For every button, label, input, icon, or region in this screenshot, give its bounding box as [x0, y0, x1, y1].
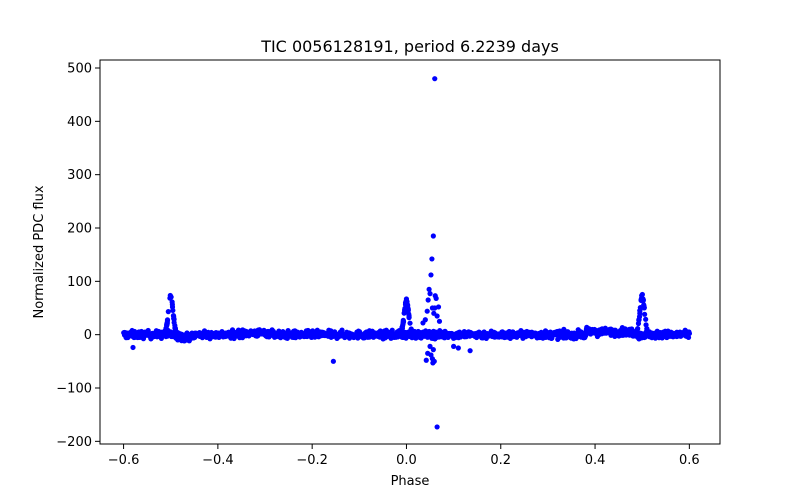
- primary-peak-left-point: [172, 322, 178, 329]
- primary-peak-left-point: [177, 331, 183, 338]
- x-tick-label: 0.4: [585, 453, 606, 468]
- y-tick-label: −200: [56, 435, 92, 450]
- outlier-point: [130, 344, 136, 351]
- primary-peak-left-point: [159, 332, 165, 338]
- outlier-point: [427, 343, 433, 349]
- primary-peak-right-point: [637, 307, 643, 314]
- outlier-point: [434, 313, 440, 319]
- outlier-point: [425, 297, 431, 303]
- outlier-point: [424, 308, 430, 314]
- outlier-point: [434, 424, 440, 430]
- x-tick-label: 0.0: [396, 453, 417, 468]
- x-axis-label: Phase: [391, 474, 430, 489]
- secondary-peak-point: [408, 329, 415, 335]
- outlier-point: [436, 318, 443, 324]
- x-axis: −0.6 −0.4 −0.2 0.0 0.2 0.4 0.6: [108, 444, 700, 468]
- outlier-point: [433, 295, 439, 301]
- y-tick-label: 200: [67, 222, 92, 237]
- outlier-point: [426, 286, 432, 292]
- outlier-point: [427, 291, 433, 297]
- secondary-peak-point: [402, 308, 408, 314]
- y-axis-label: Normalized PDC flux: [32, 185, 47, 318]
- primary-peak-right-point: [646, 331, 653, 337]
- y-axis: −200 −100 0 100 200 300 400 500: [56, 62, 100, 450]
- plot-frame: [99, 59, 721, 445]
- outlier-point: [429, 256, 435, 262]
- baseline-point: [339, 327, 345, 333]
- outlier-point: [467, 348, 473, 354]
- outlier-point: [451, 343, 457, 349]
- outlier-point: [330, 358, 336, 364]
- primary-peak-right-point: [644, 326, 650, 332]
- baseline-point: [356, 329, 363, 335]
- outlier-point: [430, 360, 436, 366]
- x-tick-label: −0.2: [296, 453, 328, 468]
- primary-peak-right-point: [639, 295, 645, 301]
- data-points: [121, 76, 693, 430]
- x-tick-label: 0.2: [490, 453, 511, 468]
- y-tick-label: −100: [56, 382, 92, 397]
- outlier-point: [428, 272, 434, 278]
- y-tick-label: 300: [67, 168, 92, 183]
- y-tick-label: 100: [67, 275, 92, 290]
- outlier-point: [455, 345, 461, 351]
- secondary-peak-point: [412, 332, 419, 338]
- primary-peak-left-point: [167, 292, 173, 299]
- primary-peak-right-point: [642, 311, 648, 317]
- primary-peak-right-point: [643, 322, 649, 328]
- outlier-point: [420, 320, 426, 326]
- primary-peak-left-point: [169, 304, 176, 310]
- x-tick-label: −0.6: [108, 453, 140, 468]
- primary-peak-right-point: [630, 333, 636, 339]
- baseline-point: [686, 330, 693, 337]
- chart-title: TIC 0056128191, period 6.2239 days: [260, 37, 559, 56]
- primary-peak-left-point: [164, 319, 170, 325]
- secondary-peak-point: [402, 302, 409, 308]
- outlier-point: [435, 304, 442, 310]
- secondary-peak-point: [400, 319, 406, 325]
- primary-peak-left-point: [169, 299, 175, 305]
- outlier-point: [430, 233, 436, 239]
- y-tick-label: 0: [84, 328, 92, 343]
- x-tick-label: 0.6: [679, 453, 700, 468]
- primary-peak-left-point: [171, 315, 177, 322]
- primary-peak-right-point: [643, 316, 649, 322]
- primary-peak-right-point: [636, 317, 642, 323]
- secondary-peak-point: [407, 320, 413, 326]
- primary-peak-right-point: [641, 302, 647, 308]
- outlier-point: [423, 357, 429, 363]
- baseline-point: [685, 334, 692, 341]
- y-tick-label: 400: [67, 115, 92, 130]
- primary-peak-left-point: [165, 309, 171, 315]
- secondary-peak-point: [406, 311, 412, 317]
- outlier-point: [430, 347, 436, 353]
- y-tick-label: 500: [67, 62, 92, 77]
- outlier-point: [432, 76, 438, 82]
- secondary-peak-point: [395, 331, 401, 337]
- x-tick-label: −0.4: [202, 453, 234, 468]
